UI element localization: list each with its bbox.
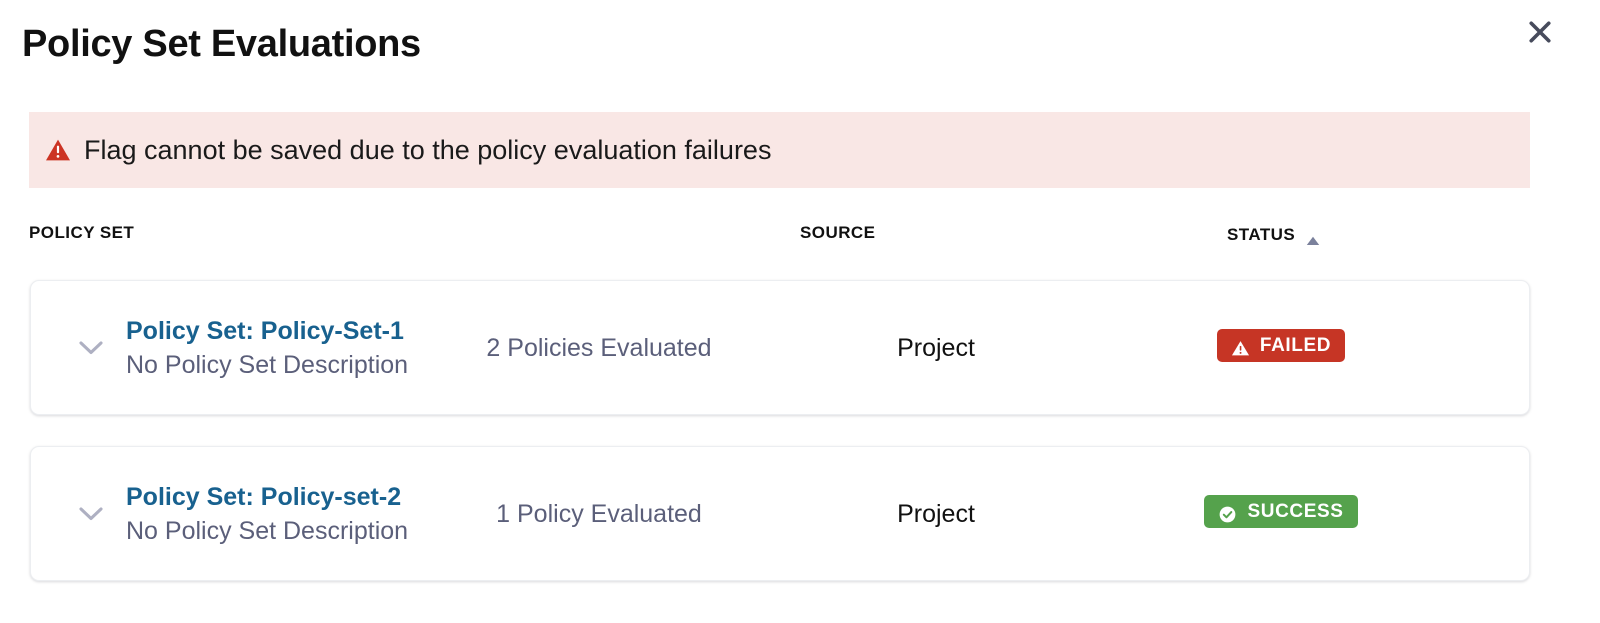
- policy-set-cell: Policy Set: Policy-Set-1 No Policy Set D…: [126, 314, 456, 382]
- status-badge-label: FAILED: [1259, 335, 1332, 356]
- expand-toggle-button[interactable]: [71, 331, 111, 365]
- close-button[interactable]: [1522, 14, 1558, 50]
- status-badge: FAILED: [1216, 329, 1346, 362]
- source-cell: Project: [897, 500, 975, 528]
- policy-set-link[interactable]: Policy Set: Policy-set-2: [126, 483, 402, 511]
- policy-set-description: No Policy Set Description: [126, 517, 409, 545]
- column-header-status[interactable]: STATUS: [1227, 224, 1320, 246]
- policy-set-cell: Policy Set: Policy-set-2 No Policy Set D…: [126, 480, 456, 548]
- column-header-status-label: STATUS: [1227, 225, 1296, 244]
- close-icon: [1525, 17, 1555, 47]
- check-circle-icon: [1218, 502, 1237, 523]
- warning-triangle-icon: [1231, 336, 1250, 356]
- status-cell: FAILED: [1136, 329, 1426, 362]
- table-row[interactable]: Policy Set: Policy-set-2 No Policy Set D…: [30, 446, 1530, 581]
- table-header-row: POLICY SET SOURCE STATUS: [0, 218, 1600, 252]
- policies-evaluated-count: 1 Policy Evaluated: [496, 500, 702, 528]
- warning-triangle-icon: [45, 138, 71, 162]
- modal-header: Policy Set Evaluations: [0, 0, 1600, 90]
- column-header-policy-set: POLICY SET: [29, 223, 135, 242]
- alert-message: Flag cannot be saved due to the policy e…: [84, 135, 772, 165]
- policies-evaluated-count: 2 Policies Evaluated: [486, 334, 712, 362]
- source-cell: Project: [897, 334, 975, 362]
- sort-ascending-icon: [1306, 230, 1320, 245]
- policy-set-link[interactable]: Policy Set: Policy-Set-1: [126, 317, 404, 345]
- table-row[interactable]: Policy Set: Policy-Set-1 No Policy Set D…: [30, 280, 1530, 415]
- error-alert-banner: Flag cannot be saved due to the policy e…: [29, 112, 1530, 188]
- chevron-down-icon: [76, 338, 106, 358]
- column-header-source: SOURCE: [800, 223, 876, 242]
- status-badge-label: SUCCESS: [1247, 501, 1344, 522]
- expand-toggle-button[interactable]: [71, 497, 111, 531]
- status-badge: SUCCESS: [1204, 495, 1358, 528]
- page-title: Policy Set Evaluations: [22, 23, 421, 65]
- status-cell: SUCCESS: [1136, 495, 1426, 528]
- chevron-down-icon: [76, 504, 106, 524]
- policy-set-description: No Policy Set Description: [126, 351, 409, 379]
